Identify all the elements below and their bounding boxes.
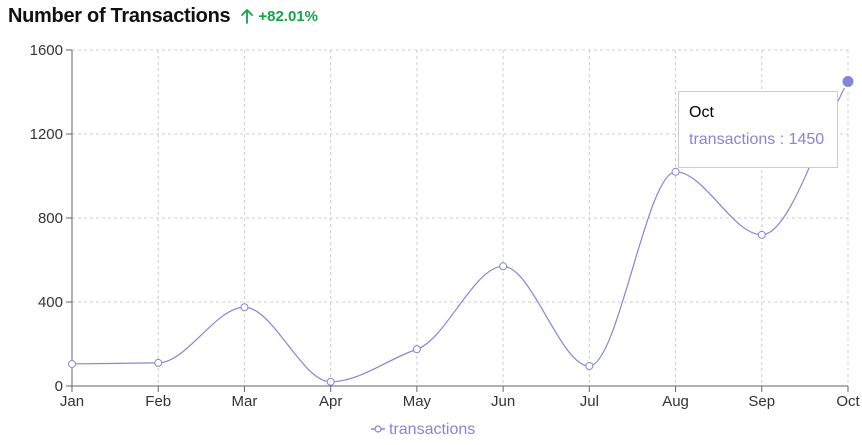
data-point bbox=[68, 359, 76, 368]
tooltip-item: transactions : 1450 bbox=[689, 131, 827, 149]
legend-item-transactions[interactable]: transactions bbox=[371, 421, 475, 438]
legend-marker-icon bbox=[374, 425, 382, 433]
data-point bbox=[499, 262, 508, 271]
x-tick-label: Aug bbox=[662, 393, 689, 410]
series-transactions bbox=[68, 74, 856, 386]
tooltip-value: 1450 bbox=[788, 131, 825, 148]
tooltip-separator: : bbox=[775, 131, 789, 148]
x-tick-label: Oct bbox=[836, 393, 860, 410]
x-tick-label: May bbox=[403, 393, 432, 410]
x-tick-label: Sep bbox=[748, 393, 775, 410]
chart-tooltip: Oct transactions : 1450 bbox=[678, 91, 838, 168]
y-tick-label: 1600 bbox=[30, 42, 63, 59]
x-tick-label: Jun bbox=[491, 393, 515, 410]
x-tick-label: Feb bbox=[145, 393, 171, 410]
data-point bbox=[154, 358, 163, 367]
legend-label: transactions bbox=[389, 421, 475, 438]
tooltip-series-label: transactions bbox=[689, 131, 776, 148]
x-tick-label: Jul bbox=[580, 393, 599, 410]
arrow-up-icon bbox=[241, 9, 254, 24]
data-point bbox=[757, 230, 766, 239]
chart-header: Number of Transactions +82.01% bbox=[8, 4, 318, 28]
y-tick-label: 1200 bbox=[30, 126, 63, 143]
chart-title: Number of Transactions bbox=[8, 4, 231, 27]
change-indicator: +82.01% bbox=[240, 8, 318, 25]
data-point bbox=[326, 377, 335, 386]
y-tick-label: 0 bbox=[55, 378, 63, 395]
data-point bbox=[585, 362, 594, 371]
y-tick-label: 400 bbox=[38, 294, 63, 311]
change-value: +82.01% bbox=[258, 7, 318, 25]
tooltip-title: Oct bbox=[689, 104, 714, 121]
data-point bbox=[671, 167, 680, 176]
data-point bbox=[412, 345, 421, 354]
active-data-point bbox=[840, 74, 856, 89]
data-point bbox=[240, 303, 249, 312]
y-tick-label: 800 bbox=[38, 210, 63, 227]
x-tick-label: Mar bbox=[232, 393, 258, 410]
x-tick-label: Jan bbox=[60, 393, 84, 410]
x-tick-label: Apr bbox=[319, 393, 342, 410]
chart-axes: 0 400 800 1200 1600 Jan Feb Mar Apr May Jun Jul Aug S… bbox=[30, 42, 861, 410]
chart-legend[interactable]: transactions bbox=[371, 421, 475, 438]
